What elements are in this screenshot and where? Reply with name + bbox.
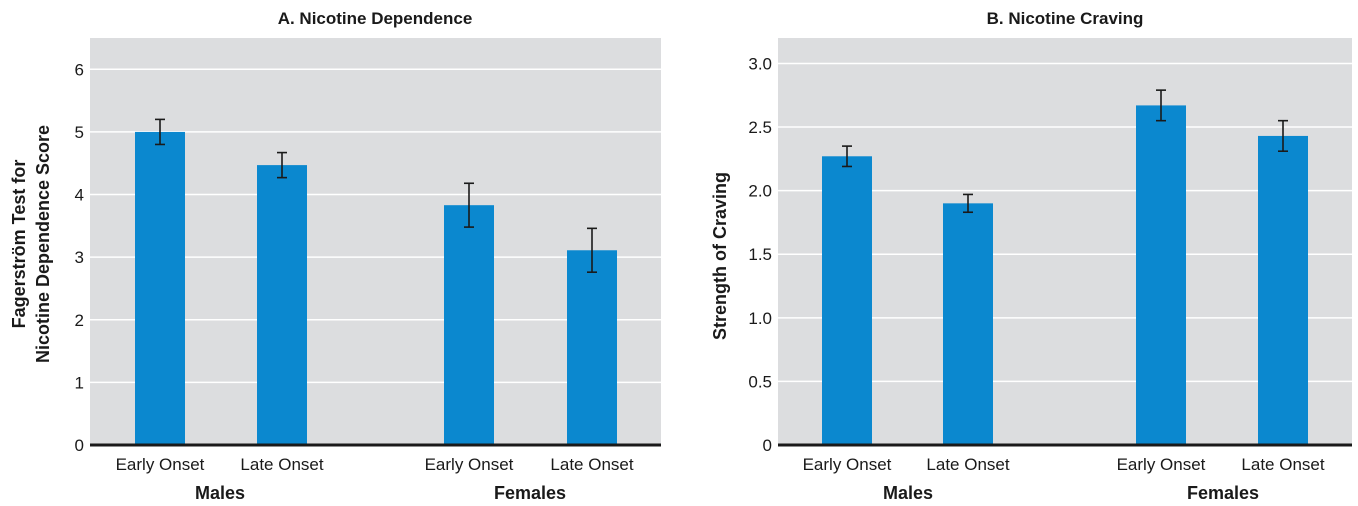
chart-b-category-label: Early Onset: [1117, 455, 1206, 474]
chart-b-bar: [1136, 105, 1186, 446]
chart-a-category-labels: Early Onset Late Onset Early Onset Late Ons…: [116, 455, 634, 474]
chart-a-bar: [567, 250, 617, 445]
chart-b-y-tick-label: 0.5: [748, 372, 772, 391]
chart-b-y-tick-label: 2.0: [748, 182, 772, 201]
chart-a-ylabel-line1: Fagerström Test for: [9, 160, 29, 329]
chart-b-error-bar: [842, 145, 852, 168]
chart-a-y-tick-label: 2: [75, 311, 84, 330]
chart-a-category-label: Early Onset: [116, 455, 205, 474]
chart-a-y-tick-label: 4: [75, 186, 84, 205]
chart-a-group-label-males: Males: [195, 483, 245, 503]
chart-b-y-tick-label: 1.5: [748, 245, 772, 264]
chart-a-error-bar: [277, 151, 287, 179]
chart-a-bar: [257, 165, 307, 445]
chart-a-category-label: Early Onset: [425, 455, 514, 474]
chart-b-ylabel: Strength of Craving: [710, 172, 730, 340]
chart-b-group-label-females: Females: [1187, 483, 1259, 503]
chart-b-plot-area: [778, 38, 1352, 445]
chart-b-category-label: Late Onset: [1241, 455, 1324, 474]
chart-a-ylabel-line2: Nicotine Dependence Score: [33, 125, 53, 363]
chart-a-y-tick-label: 0: [75, 436, 84, 455]
chart-b-gridlines: [778, 62, 1352, 383]
chart-a-bars: [135, 118, 617, 445]
chart-b-category-labels: Early Onset Late Onset Early Onset Late Ons…: [803, 455, 1325, 474]
chart-a-error-bar: [155, 118, 165, 146]
chart-b-y-tick-label: 0: [763, 436, 772, 455]
chart-b-y-tick-label: 1.0: [748, 309, 772, 328]
chart-a-y-tick-label: 3: [75, 248, 84, 267]
chart-a-y-tick-label: 6: [75, 60, 84, 79]
chart-b-bar: [1258, 135, 1308, 445]
chart-a-y-tick-label: 5: [75, 123, 84, 142]
chart-a-title: A. Nicotine Dependence: [278, 9, 473, 28]
chart-b-bar: [822, 156, 872, 446]
chart-a-category-label: Late Onset: [550, 455, 633, 474]
chart-b-error-bar: [1156, 89, 1166, 122]
chart-b-category-label: Early Onset: [803, 455, 892, 474]
chart-b-group-label-males: Males: [883, 483, 933, 503]
chart-b-y-tick-label: 3.0: [748, 54, 772, 73]
chart-a-y-tick-label: 1: [75, 373, 84, 392]
chart-b-bars: [822, 89, 1308, 446]
chart-a-bar: [135, 131, 185, 445]
chart-b-y-ticks: 0 0.5 1.0 1.5 2.0 2.5 3.0: [748, 54, 772, 455]
chart-a-group-label-females: Females: [494, 483, 566, 503]
chart-b: 0 0.5 1.0 1.5 2.0 2.5 3.0 Early Onset Late Onse…: [710, 9, 1352, 503]
chart-b-category-label: Late Onset: [926, 455, 1009, 474]
chart-b-error-bar: [963, 193, 973, 214]
chart-a-plot-area: [90, 38, 661, 445]
chart-b-title: B. Nicotine Craving: [987, 9, 1144, 28]
chart-a-y-ticks: 0 1 2 3 4 5 6: [75, 60, 84, 455]
chart-b-y-tick-label: 2.5: [748, 118, 772, 137]
chart-b-error-bar: [1278, 119, 1288, 152]
chart-a-error-bar: [587, 227, 597, 273]
chart-b-bar: [943, 203, 993, 445]
chart-a-gridlines: [90, 68, 661, 384]
chart-a-bar: [444, 205, 494, 445]
chart-a-error-bar: [464, 182, 474, 228]
chart-a-category-label: Late Onset: [240, 455, 323, 474]
